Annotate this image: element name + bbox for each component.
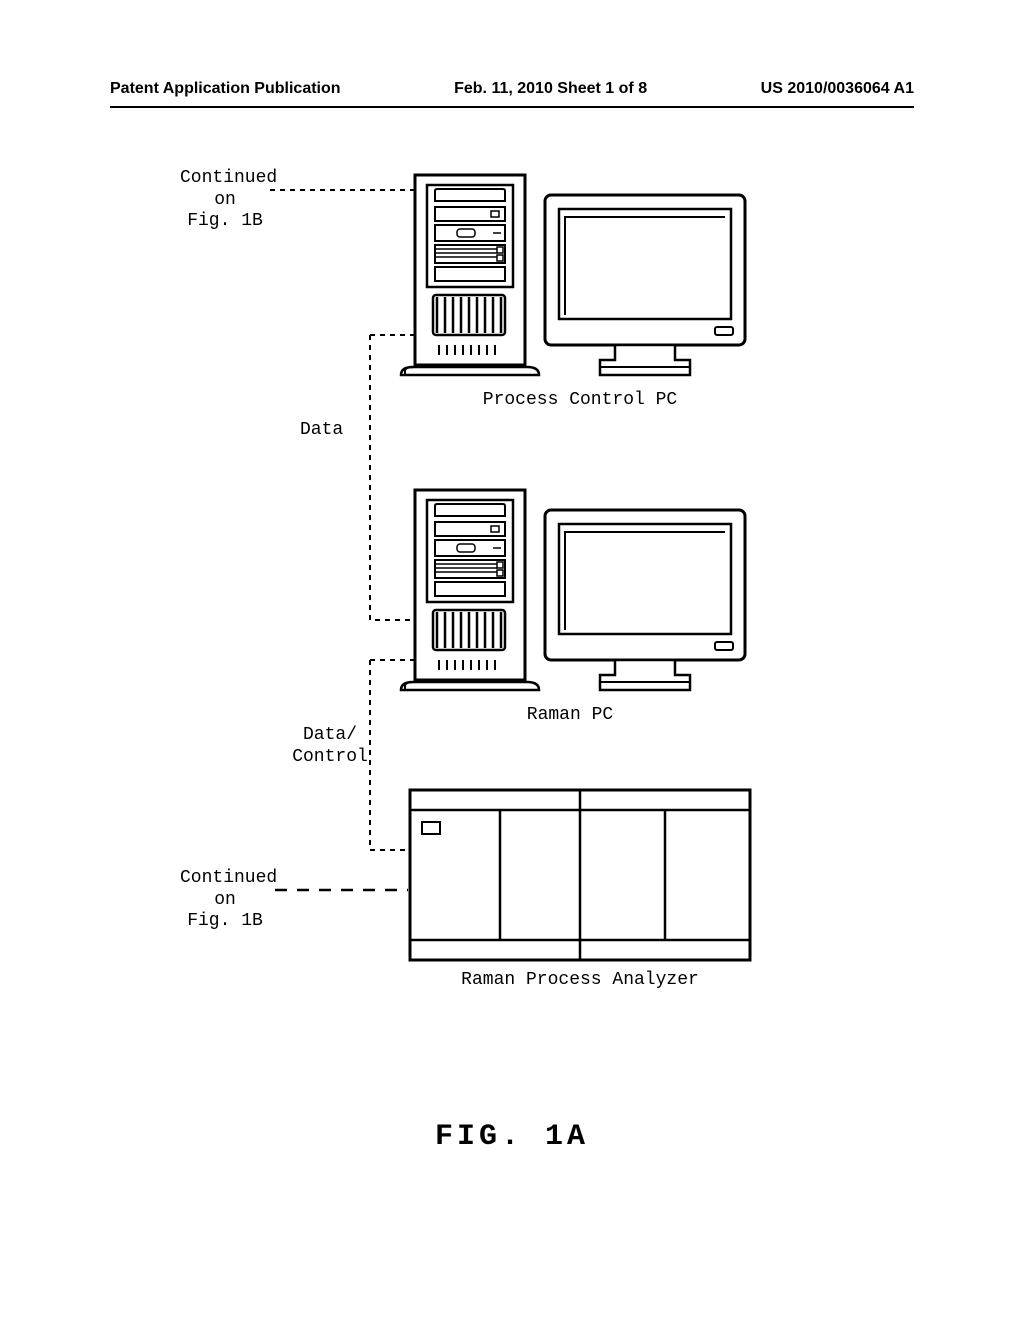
figure-diagram: Continued on Fig. 1B Data Process Contro… bbox=[0, 170, 1024, 1070]
raman-analyzer-icon bbox=[410, 790, 750, 960]
page-header: Patent Application Publication Feb. 11, … bbox=[0, 80, 1024, 98]
raman-pc-label: Raman PC bbox=[490, 705, 650, 727]
data-control-label: Data/ Control bbox=[290, 725, 370, 768]
data-connector bbox=[370, 335, 415, 620]
data-label: Data bbox=[300, 420, 343, 442]
diagram-svg bbox=[0, 170, 1024, 1070]
process-control-monitor-icon bbox=[545, 195, 745, 375]
header-left: Patent Application Publication bbox=[110, 80, 341, 98]
header-right: US 2010/0036064 A1 bbox=[761, 80, 914, 98]
header-center: Feb. 11, 2010 Sheet 1 of 8 bbox=[454, 80, 647, 98]
raman-analyzer-label: Raman Process Analyzer bbox=[440, 970, 720, 992]
header-rule bbox=[110, 106, 914, 108]
process-control-tower-icon bbox=[401, 175, 539, 375]
continued-top-label: Continued on Fig. 1B bbox=[180, 168, 270, 233]
figure-label: FIG. 1A bbox=[0, 1120, 1024, 1154]
raman-pc-monitor-icon bbox=[545, 510, 745, 690]
continued-bottom-label: Continued on Fig. 1B bbox=[180, 868, 270, 933]
raman-pc-tower-icon bbox=[401, 490, 539, 690]
process-control-pc-label: Process Control PC bbox=[440, 390, 720, 412]
